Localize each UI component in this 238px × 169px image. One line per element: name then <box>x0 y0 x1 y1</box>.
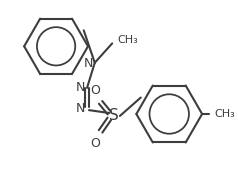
Text: S: S <box>109 108 119 123</box>
Text: O: O <box>90 84 100 97</box>
Text: N: N <box>84 57 93 70</box>
Text: N: N <box>76 102 85 115</box>
Text: CH₃: CH₃ <box>117 34 138 44</box>
Text: O: O <box>90 137 100 150</box>
Text: N: N <box>76 81 85 94</box>
Text: CH₃: CH₃ <box>215 109 235 119</box>
